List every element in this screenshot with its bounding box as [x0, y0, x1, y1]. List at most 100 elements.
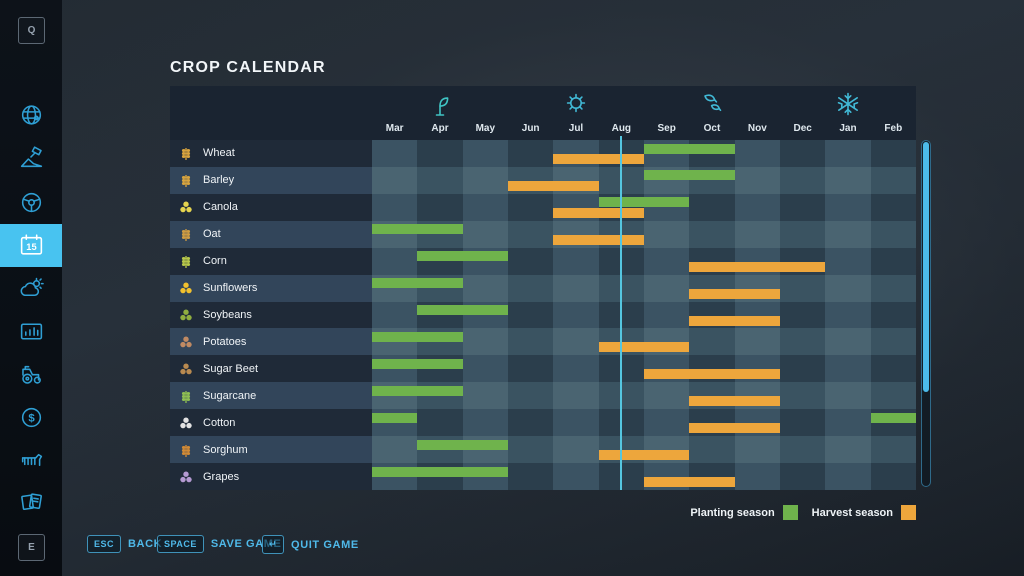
- calendar-cell: [462, 355, 508, 383]
- scrollbar-thumb[interactable]: [923, 142, 929, 392]
- calendar-cell: [780, 301, 826, 329]
- harvest-bar: [553, 234, 644, 245]
- planting-bar: [372, 224, 463, 235]
- animals-icon: [21, 453, 42, 466]
- planting-bar: [372, 331, 463, 342]
- crop-name: Potatoes: [203, 335, 247, 348]
- planting-bar: [644, 143, 735, 154]
- sidebar-item-statistics[interactable]: [0, 310, 62, 353]
- sprout-icon: [425, 89, 455, 119]
- calendar-cell: [689, 193, 735, 221]
- crop-icon-potatoes: [180, 336, 192, 348]
- calendar-cell: [689, 328, 735, 356]
- harvest-bar: [689, 423, 780, 434]
- calendar-cell: [417, 140, 463, 167]
- calendar-cell: [825, 355, 871, 383]
- calendar-cell: [553, 436, 599, 464]
- calendar-cell: [870, 328, 916, 356]
- calendar-cell: [870, 301, 916, 329]
- crop-row-label: Sorghum: [170, 436, 372, 464]
- calendar-cell: [780, 355, 826, 383]
- calendar-cell: [825, 382, 871, 410]
- page-title: CROP CALENDAR: [170, 59, 326, 76]
- map-globe-icon: [21, 104, 41, 125]
- calendar-cell: [825, 166, 871, 194]
- calendar-cell: [553, 463, 599, 490]
- key-hint-q[interactable]: Q: [18, 17, 45, 44]
- crop-name: Wheat: [203, 147, 235, 160]
- calendar-cell: [734, 463, 780, 490]
- crop-name: Corn: [203, 255, 227, 268]
- calendar-header: Mar Apr May Jun Jul Aug Sep Oct Nov Dec Jan Feb: [170, 86, 916, 140]
- sidebar-item-vehicles[interactable]: [0, 181, 62, 224]
- crop-icon-sorghum: [181, 444, 191, 457]
- footer-button-quit-game[interactable]: ↵ QUIT GAME: [262, 535, 359, 554]
- harvest-swatch: [901, 505, 916, 520]
- sidebar-item-map[interactable]: [0, 94, 62, 137]
- planting-bar: [417, 439, 508, 450]
- crop-row-label: Potatoes: [170, 328, 372, 356]
- harvest-bar: [689, 315, 780, 326]
- current-day-line: [620, 136, 623, 490]
- crop-icon-sugar-beet: [180, 363, 192, 375]
- calendar-cell: [508, 301, 554, 329]
- calendar-cell: [417, 166, 463, 194]
- crop-name: Oat: [203, 228, 221, 241]
- calendar-cell: [553, 409, 599, 437]
- calendar-cell: [825, 301, 871, 329]
- planting-bar: [644, 170, 735, 181]
- sidebar-item-calendar[interactable]: 15: [0, 223, 62, 267]
- falling-leaves-icon: [697, 89, 727, 119]
- month-label-mar: Mar: [385, 123, 404, 134]
- calendar-cell: [780, 409, 826, 437]
- sidebar-item-weather[interactable]: [0, 267, 62, 310]
- calendar-cell: [825, 463, 871, 490]
- crop-row-label: Soybeans: [170, 301, 372, 329]
- calendar-cell: [780, 193, 826, 221]
- svg-text:15: 15: [26, 241, 36, 251]
- calendar-cell: [780, 274, 826, 302]
- sidebar-item-animals[interactable]: [0, 438, 62, 481]
- month-label-feb: Feb: [884, 123, 903, 134]
- calendar-cell: [734, 166, 780, 194]
- planting-bar: [598, 197, 690, 208]
- calendar-cell: [870, 166, 916, 194]
- planting-swatch: [782, 505, 798, 520]
- calendar-cell: [372, 301, 418, 329]
- statistics-icon: [20, 322, 42, 340]
- steering-wheel-icon: [21, 192, 41, 212]
- planting-bar: [372, 278, 463, 289]
- calendar-cell: [870, 436, 916, 464]
- calendar-cell: [734, 140, 780, 167]
- scrollbar-track[interactable]: [921, 140, 931, 487]
- crop-icon-wheat: [181, 148, 191, 161]
- calendar-cell: [462, 328, 508, 356]
- calendar-cell: [553, 355, 599, 383]
- legend-planting: Planting season: [690, 505, 798, 520]
- calendar-cell: [462, 193, 508, 221]
- footer-button-back[interactable]: ESC BACK: [87, 535, 162, 553]
- sidebar-item-finances[interactable]: $: [0, 396, 62, 439]
- planting-bar: [372, 466, 508, 477]
- crop-row-label: Cotton: [170, 409, 372, 437]
- calendar-cell: [462, 409, 508, 437]
- sidebar-item-notes[interactable]: [0, 480, 62, 523]
- sidebar-item-contracts[interactable]: [0, 137, 62, 180]
- calendar-cell: [508, 274, 554, 302]
- snowflake-icon: [833, 89, 863, 119]
- calendar-cell: [508, 328, 554, 356]
- calendar-cell: [372, 166, 418, 194]
- month-label-jan: Jan: [839, 123, 857, 134]
- legend-planting-label: Planting season: [690, 506, 775, 519]
- svg-text:$: $: [28, 412, 35, 424]
- calendar-cell: [372, 436, 418, 464]
- calendar-cell: [417, 193, 463, 221]
- month-label-nov: Nov: [747, 123, 767, 134]
- calendar-grid: Wheat Barley Canola Oat Corn Sunflowers Soybea…: [170, 140, 916, 490]
- calendar-cell: [508, 140, 554, 167]
- key-hint-e[interactable]: E: [18, 534, 45, 561]
- tractor-icon: [21, 365, 41, 384]
- harvest-bar: [508, 180, 599, 191]
- calendar-cell: [644, 247, 690, 275]
- sidebar-item-garage[interactable]: [0, 353, 62, 396]
